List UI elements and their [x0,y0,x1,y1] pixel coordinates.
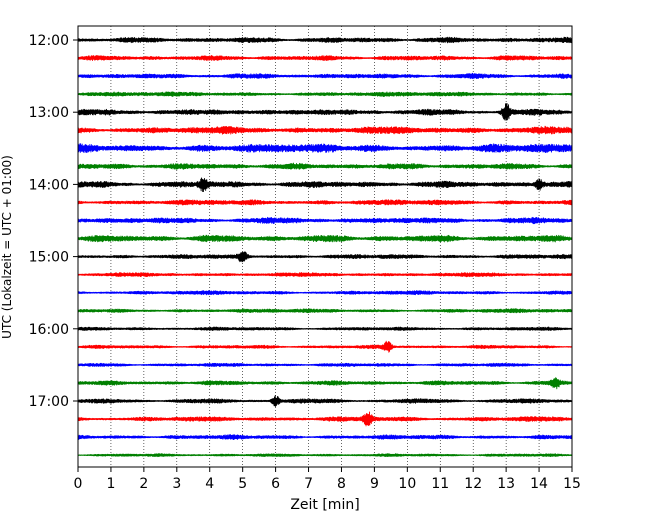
trace-17:45 [77,453,573,458]
x-tick-label-10: 10 [398,476,416,492]
x-tick-label-6: 6 [271,476,280,492]
x-axis-label: Zeit [min] [290,497,359,513]
x-tick-label-11: 11 [431,476,449,492]
trace-16:00 [77,326,573,332]
trace-14:15 [77,199,573,206]
trace-12:00 [77,36,573,44]
trace-12:30 [77,72,573,80]
trace-15:30 [77,290,573,296]
x-tick-label-15: 15 [563,476,581,492]
trace-14:30 [77,216,573,225]
x-tick-label-9: 9 [370,476,379,492]
trace-16:15 [77,340,573,353]
trace-12:45 [77,91,573,97]
trace-17:00 [77,395,573,407]
y-tick-label-13:00: 13:00 [29,105,69,121]
x-tick-label-7: 7 [304,476,313,492]
y-tick-label-12:00: 12:00 [29,33,69,49]
trace-15:00 [77,251,573,263]
trace-14:00 [77,177,573,192]
y-axis-label: UTC (Lokalzeit = UTC + 01:00) [0,155,14,339]
trace-13:15 [77,125,573,135]
x-tick-label-3: 3 [172,476,181,492]
x-tick-label-8: 8 [337,476,346,492]
x-tick-label-2: 2 [139,476,148,492]
y-tick-label-15:00: 15:00 [29,250,69,266]
trace-13:30 [77,143,573,153]
y-tick-label-14:00: 14:00 [29,177,69,193]
y-tick-label-17:00: 17:00 [29,394,69,410]
x-tick-label-14: 14 [530,476,548,492]
x-tick-label-5: 5 [238,476,247,492]
y-axis-ticks: 12:00 13:00 14:00 15:00 16:00 17:00 [29,33,78,410]
trace-13:00 [77,102,573,121]
trace-14:45 [77,234,573,243]
trace-17:30 [77,434,573,440]
trace-17:15 [77,411,573,427]
trace-12:15 [77,54,573,62]
x-tick-label-13: 13 [497,476,515,492]
x-tick-label-12: 12 [464,476,482,492]
x-tick-label-4: 4 [205,476,214,492]
trace-15:45 [77,308,573,314]
seismic-traces [77,36,573,458]
x-tick-label-1: 1 [106,476,115,492]
x-axis-ticks: 0 1 2 3 4 5 6 7 8 9 10 11 12 13 14 15 [74,467,581,492]
y-tick-label-16:00: 16:00 [29,322,69,338]
trace-15:15 [77,272,573,278]
trace-13:45 [77,162,573,170]
trace-16:30 [77,362,573,368]
trace-16:45 [77,377,573,390]
x-tick-label-0: 0 [74,476,83,492]
plot-frame [77,25,573,468]
